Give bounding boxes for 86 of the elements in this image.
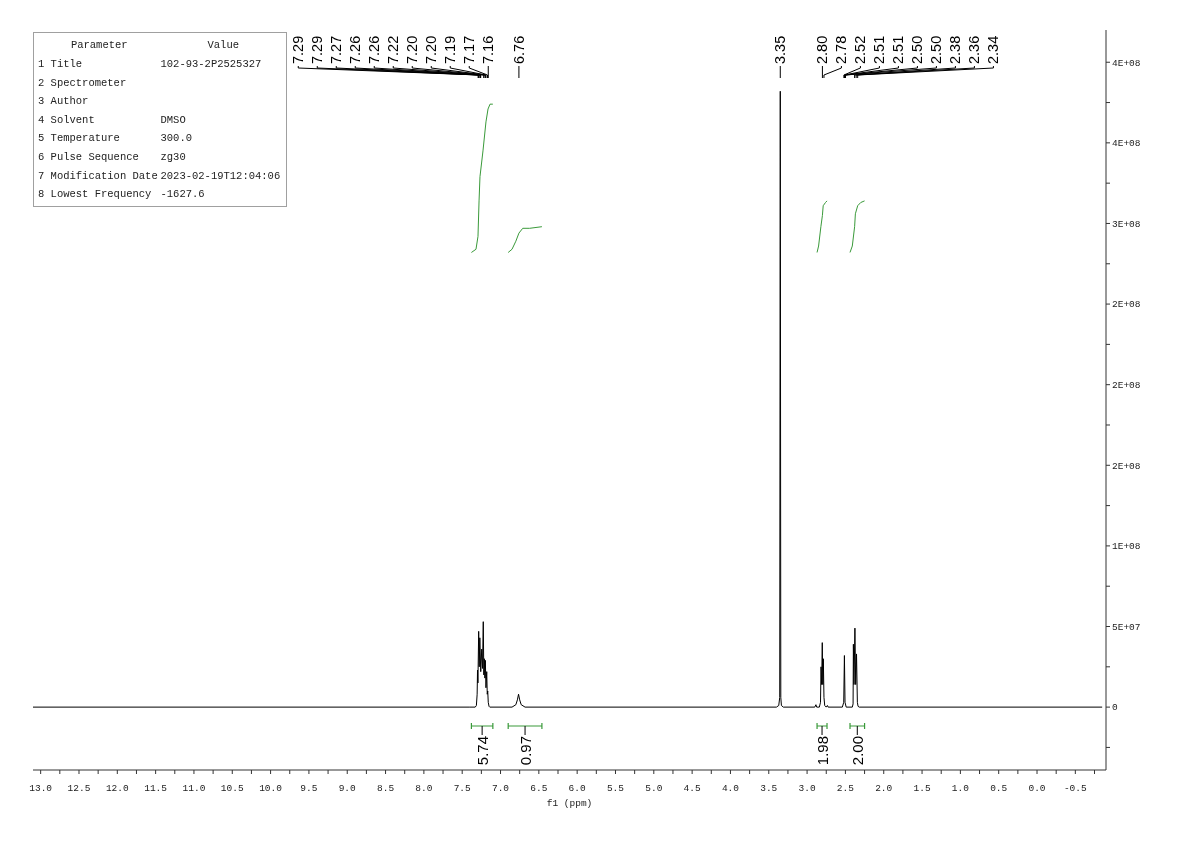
x-tick-label: 8.5	[377, 782, 395, 794]
annotation: 2.51	[871, 35, 888, 64]
annotation: 3.35	[772, 35, 789, 64]
annotation: 7.16	[480, 35, 497, 64]
annotation: 7.20	[423, 35, 440, 64]
line-series	[33, 90, 1103, 708]
annotation: 7 Modification Date	[38, 169, 158, 182]
x-tick-label: 6.5	[530, 782, 548, 794]
line-series	[816, 200, 828, 253]
annotation: 2.51	[890, 35, 907, 64]
annotation: 7.27	[328, 35, 345, 64]
x-tick-label: 0.0	[1028, 782, 1046, 794]
y-tick-label: 2E+08	[1112, 380, 1141, 392]
x-tick-label: 4.5	[683, 782, 701, 794]
annotation: -1627.6	[160, 188, 205, 201]
annotation: 2.00	[848, 736, 866, 766]
annotation: 4 Solvent	[38, 113, 95, 126]
annotation: DMSO	[160, 113, 186, 126]
annotation: Parameter	[70, 39, 128, 51]
x-tick-label: 1.0	[951, 782, 970, 794]
x-tick-label: 1.5	[913, 782, 931, 794]
annotation: 300.0	[160, 132, 193, 145]
annotation: 3 Author	[38, 95, 89, 108]
x-tick-label: 4.0	[721, 782, 740, 794]
x-tick-label: 9.0	[338, 782, 357, 794]
annotation: 2.80	[814, 35, 831, 64]
annotation: 7.20	[404, 35, 421, 64]
x-tick-label: 6.0	[568, 782, 587, 794]
x-tick-label: 0.5	[990, 782, 1008, 794]
y-tick-label: 3E+08	[1112, 218, 1141, 230]
x-tick-label: 7.5	[453, 782, 472, 794]
x-tick-label: -0.5	[1063, 782, 1088, 794]
annotation: 7.22	[385, 35, 402, 64]
y-tick-label: 2E+08	[1112, 460, 1141, 472]
annotation: 7.29	[309, 35, 326, 64]
annotation: 2 Spectrometer	[38, 76, 127, 89]
x-tick-label: 8.0	[415, 782, 433, 794]
y-tick-label: 0	[1112, 702, 1118, 714]
annotation: 8 Lowest Frequency	[38, 188, 152, 201]
annotation: 2.52	[852, 35, 869, 64]
x-tick-label: 5.0	[645, 782, 663, 794]
x-tick-label: 9.5	[300, 782, 318, 794]
annotation: 102-93-2P2525327	[160, 58, 262, 70]
annotation: 7.26	[347, 35, 364, 64]
annotation: 2.50	[909, 35, 926, 64]
x-tick-label: 12.0	[105, 782, 129, 794]
x-tick-label: 12.5	[67, 782, 91, 794]
annotation: 5.74	[473, 736, 491, 766]
x-tick-label: 3.5	[760, 782, 778, 794]
x-tick-label: 2.0	[875, 782, 893, 794]
annotation: 1.98	[813, 736, 831, 766]
y-tick-label: 4E+08	[1112, 138, 1141, 150]
annotation: 6 Pulse Sequence	[38, 150, 139, 163]
x-tick-label: 13.0	[29, 782, 53, 794]
x-tick-label: 5.5	[606, 782, 625, 794]
annotation: 0.97	[516, 736, 534, 766]
y-tick-label: 5E+07	[1112, 621, 1141, 633]
line-series	[849, 200, 866, 253]
y-tick-label: 4E+08	[1112, 57, 1141, 69]
annotation: Value	[207, 39, 239, 51]
x-tick-label: 7.0	[491, 782, 510, 794]
annotation: 2.38	[947, 35, 964, 64]
annotation: 7.17	[461, 35, 478, 64]
x-tick-label: 2.5	[836, 782, 855, 794]
y-tick-label: 1E+08	[1112, 541, 1141, 553]
line-series	[470, 103, 494, 253]
annotation: 2.50	[928, 35, 945, 64]
x-axis-title: f1 (ppm)	[546, 798, 593, 809]
annotation: 2.34	[985, 35, 1002, 64]
annotation: 2.36	[966, 35, 983, 64]
x-tick-label: 3.0	[798, 782, 816, 794]
y-tick-label: 2E+08	[1112, 299, 1141, 311]
annotation: 7.29	[290, 35, 307, 64]
annotation: 6.76	[510, 35, 527, 64]
annotation: zg30	[160, 150, 186, 163]
x-tick-label: 10.5	[220, 782, 244, 794]
annotation: 7.26	[366, 35, 383, 64]
x-tick-label: 11.0	[182, 782, 206, 794]
annotation: 7.19	[442, 35, 459, 64]
line-series	[507, 226, 543, 253]
x-tick-label: 10.0	[259, 782, 283, 794]
annotation: 2023-02-19T12:04:06	[160, 169, 281, 182]
annotation: 1 Title	[38, 58, 83, 70]
annotation: 5 Temperature	[38, 132, 120, 145]
x-tick-label: 11.5	[144, 782, 168, 794]
annotation: 2.78	[833, 35, 850, 64]
